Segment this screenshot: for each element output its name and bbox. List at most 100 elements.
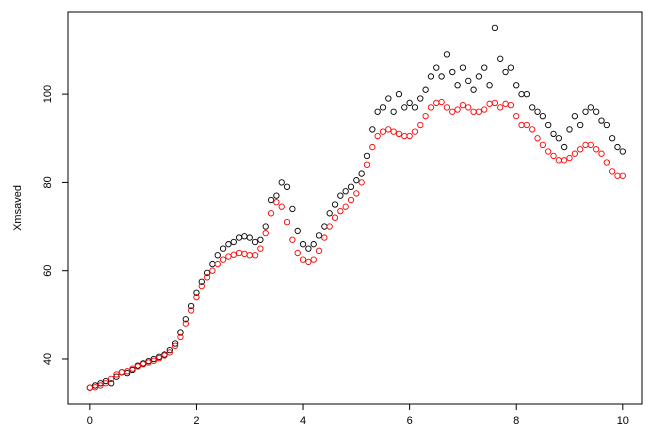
y-tick-label: 100: [42, 85, 54, 103]
point: [150, 357, 157, 364]
point: [262, 230, 269, 237]
point: [417, 95, 424, 102]
point: [454, 82, 461, 89]
point: [491, 99, 499, 107]
point: [529, 104, 536, 111]
point: [353, 190, 360, 197]
point: [209, 260, 216, 268]
point: [598, 150, 605, 157]
point: [299, 256, 307, 263]
point: [182, 320, 189, 327]
point: [539, 141, 547, 149]
point: [113, 373, 120, 380]
point: [395, 130, 403, 137]
point: [305, 245, 312, 252]
point: [241, 250, 248, 258]
point: [438, 73, 445, 80]
point: [539, 113, 547, 120]
point: [225, 241, 232, 248]
point: [363, 152, 371, 160]
y-tick-label: 60: [42, 265, 54, 277]
point: [358, 170, 365, 177]
point: [470, 86, 477, 93]
point: [108, 375, 115, 382]
y-axis-label: Xmsaved: [12, 185, 24, 231]
point: [438, 98, 445, 106]
point: [251, 252, 259, 259]
point: [582, 108, 589, 115]
point: [566, 126, 573, 133]
point: [294, 227, 301, 235]
point: [321, 234, 328, 241]
point: [283, 218, 291, 226]
point: [603, 121, 610, 129]
point: [273, 192, 280, 199]
point: [166, 349, 173, 356]
point: [577, 146, 584, 153]
x-tick-label: 0: [87, 415, 93, 427]
point: [507, 101, 515, 109]
point: [614, 143, 621, 151]
point: [155, 354, 163, 362]
point: [203, 269, 211, 277]
point: [433, 99, 440, 107]
point: [278, 203, 285, 210]
point: [422, 86, 429, 93]
point: [102, 377, 109, 385]
point: [390, 108, 397, 115]
point: [219, 245, 227, 252]
point: [481, 106, 488, 113]
point: [187, 302, 195, 310]
plot-frame: [67, 11, 643, 405]
point: [118, 369, 125, 376]
point: [337, 207, 344, 215]
point: [502, 100, 509, 107]
point: [385, 95, 392, 102]
point: [609, 168, 616, 175]
point: [358, 179, 365, 186]
point: [171, 340, 179, 347]
point: [289, 205, 296, 213]
point: [486, 100, 493, 107]
point: [603, 159, 610, 166]
point: [406, 99, 413, 107]
point: [427, 73, 435, 80]
point: [529, 126, 536, 133]
point: [124, 368, 131, 375]
point: [513, 82, 520, 89]
point: [497, 104, 504, 111]
point: [566, 154, 573, 162]
point: [475, 108, 483, 115]
point: [241, 233, 248, 240]
point: [433, 64, 440, 71]
y-tick-label: 40: [42, 353, 54, 365]
point: [315, 247, 323, 254]
point: [246, 252, 253, 259]
point: [385, 126, 392, 133]
point: [619, 148, 626, 155]
point: [331, 214, 339, 221]
point: [513, 113, 520, 120]
point: [417, 121, 424, 129]
point: [465, 77, 472, 85]
point: [475, 73, 483, 80]
point: [278, 179, 285, 186]
point: [534, 135, 541, 142]
point: [481, 64, 488, 71]
point: [411, 128, 419, 135]
point: [459, 101, 467, 109]
point: [299, 241, 307, 248]
point: [555, 157, 563, 164]
point: [363, 161, 371, 168]
point: [347, 183, 355, 190]
point: [315, 232, 323, 239]
point: [443, 51, 451, 58]
point: [491, 24, 499, 32]
point: [598, 117, 605, 124]
point: [561, 157, 568, 164]
point: [518, 121, 525, 129]
point: [550, 130, 557, 137]
point: [545, 121, 552, 129]
point: [459, 64, 467, 71]
